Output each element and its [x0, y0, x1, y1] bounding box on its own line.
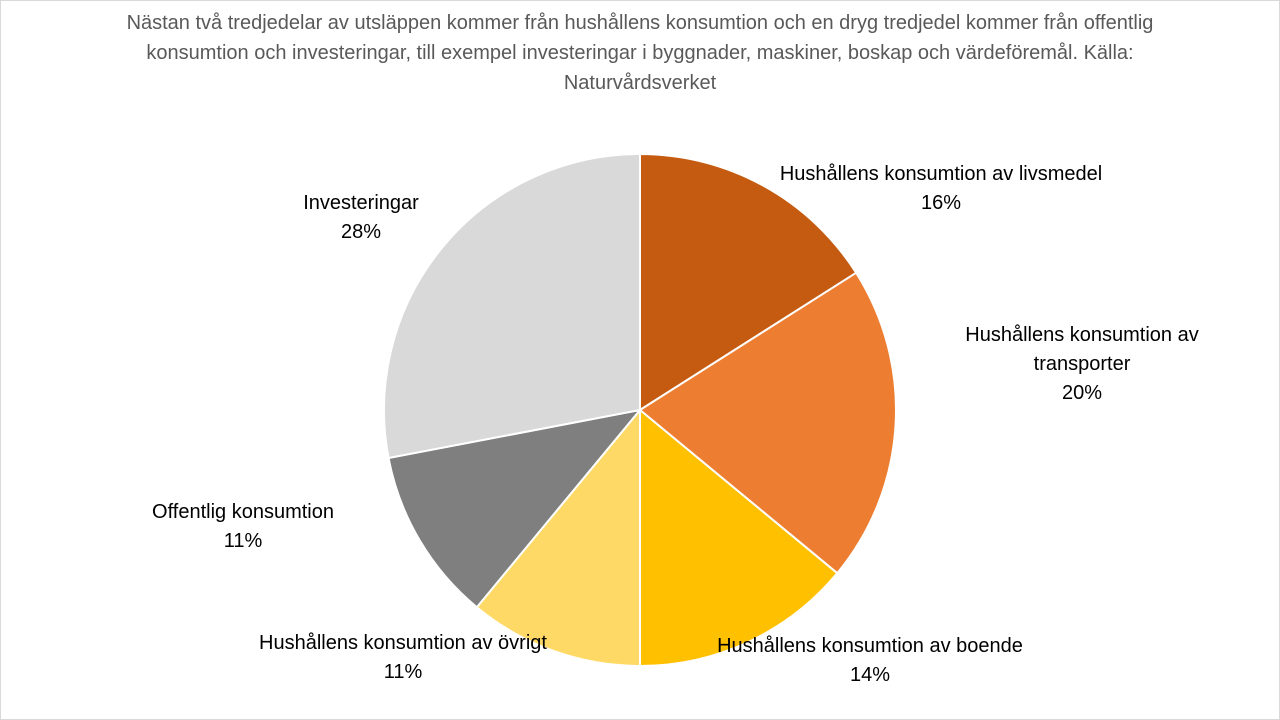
- slice-category-label: transporter: [1034, 353, 1131, 375]
- slice-label: Offentlig konsumtion 11%: [152, 501, 334, 552]
- pie-slice: [475, 407, 641, 668]
- slice-value-label: 16%: [921, 192, 961, 214]
- slice-value-label: 14%: [850, 664, 890, 686]
- chart-title: Nästan två tredjedelar av utsläppen komm…: [126, 12, 1154, 94]
- pie-slice: [638, 271, 897, 575]
- pie-slice: [639, 152, 858, 412]
- slice-label: Hushållens konsumtion av övrigt 11%: [259, 632, 547, 683]
- slice-category-label: Investeringar: [303, 192, 419, 214]
- slice-category-label: Offentlig konsumtion: [152, 501, 334, 523]
- slice-value-label: 28%: [341, 221, 381, 243]
- slice-value-label: 11%: [224, 530, 263, 552]
- slice-label: Hushållens konsumtion av livsmedel 16%: [780, 163, 1102, 214]
- pie-slice: [639, 407, 839, 668]
- slice-category-label: Hushållens konsumtion av livsmedel: [780, 163, 1102, 185]
- slice-category-label: Hushållens konsumtion av boende: [717, 635, 1023, 657]
- slice-value-label: 11%: [384, 661, 423, 683]
- slice-label: Investeringar 28%: [303, 192, 419, 243]
- pie-slice: [387, 408, 643, 609]
- slice-category-label: Hushållens konsumtion av övrigt: [259, 632, 547, 654]
- slice-label: Hushållens konsumtion av boende 14%: [717, 635, 1023, 686]
- pie-slice: [383, 152, 641, 460]
- slice-value-label: 20%: [1062, 382, 1102, 404]
- slice-label: Hushållens konsumtion av transporter 20%: [965, 324, 1198, 404]
- slice-category-label: Hushållens konsumtion av: [965, 324, 1198, 346]
